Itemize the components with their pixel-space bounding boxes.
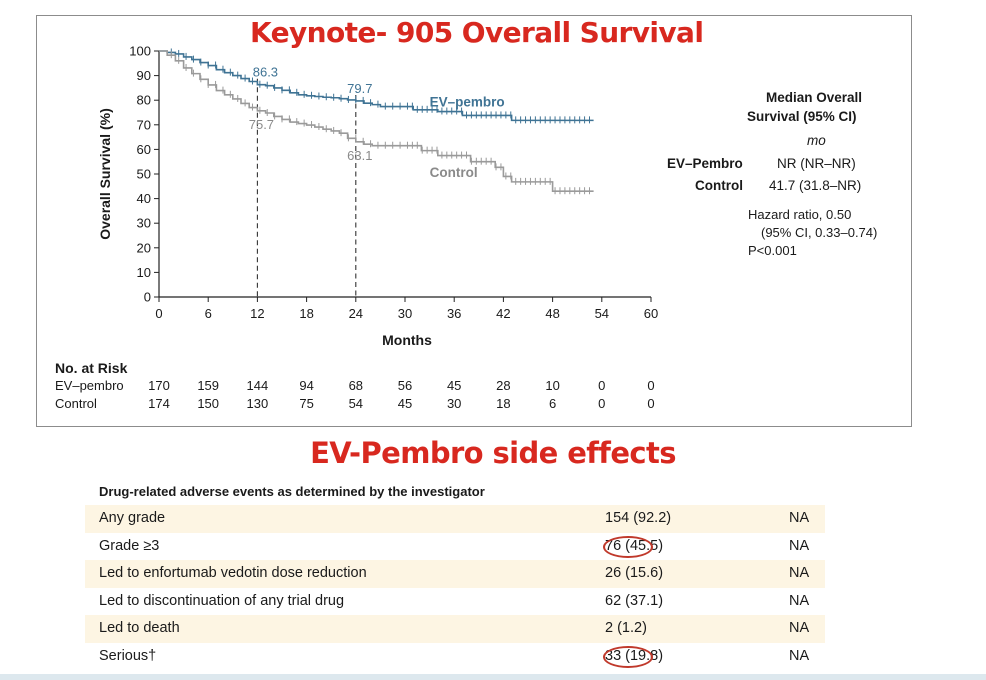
risk-row-label-control: Control	[55, 396, 97, 411]
data-label: 75.7	[249, 117, 274, 132]
x-tick-label: 60	[644, 306, 658, 321]
row-label: Serious†	[99, 648, 157, 664]
row-label: Grade ≥3	[99, 537, 160, 554]
risk-value: 54	[348, 396, 364, 411]
median-row-label-control: Control	[695, 178, 743, 193]
chart-series	[159, 48, 594, 195]
risk-table-title: No. at Risk	[55, 360, 128, 376]
row-comparator: NA	[789, 648, 810, 664]
adverse-events-header: Drug-related adverse events as determine…	[99, 484, 485, 499]
row-label: Any grade	[99, 510, 166, 526]
y-axis-label: Overall Survival (%)	[97, 108, 113, 240]
risk-value: 0	[647, 396, 655, 411]
risk-row-label-ev: EV–pembro	[55, 378, 124, 393]
risk-value: 0	[598, 396, 606, 411]
risk-value: 56	[397, 378, 413, 393]
row-label: Led to discontinuation of any trial drug	[99, 592, 345, 609]
median-unit: mo	[807, 133, 826, 148]
bottom-band	[0, 674, 986, 680]
risk-value: 94	[299, 378, 314, 393]
row-value: 26 (15.6)	[605, 565, 664, 582]
risk-value: 150	[197, 396, 220, 411]
table-row: Led to enfortumab vedotin dose reduction…	[85, 560, 825, 588]
x-tick-label: 6	[205, 306, 212, 321]
risk-value: 159	[197, 378, 220, 393]
risk-value: 45	[446, 378, 462, 393]
row-comparator: NA	[789, 565, 810, 582]
x-tick-label: 18	[299, 306, 313, 321]
risk-value: 28	[496, 378, 511, 393]
y-tick-label: 50	[137, 167, 151, 182]
row-comparator: NA	[789, 620, 810, 637]
chart-title: Keynote- 905 Overall Survival	[250, 16, 704, 49]
y-tick-label: 20	[137, 240, 151, 255]
survival-chart-panel: 0 10 20 30 40 50 60 70 80 90 100 0 6 12 18 24 30 36 42 48 54…	[36, 15, 912, 427]
risk-value: 45	[397, 396, 413, 411]
risk-value: 10	[545, 378, 560, 393]
table-row: Serious† 33 (19.8) NA	[85, 643, 825, 671]
table-row: Led to discontinuation of any trial drug…	[85, 588, 825, 616]
median-row-value-control: 41.7 (31.8–NR)	[769, 178, 862, 193]
data-label: 79.7	[347, 81, 372, 96]
x-tick-label: 30	[398, 306, 412, 321]
median-row-label-ev: EV–Pembro	[667, 156, 743, 171]
y-tick-label: 90	[137, 68, 151, 83]
data-label: 86.3	[253, 65, 278, 80]
x-tick-label: 36	[447, 306, 461, 321]
risk-value: 174	[148, 396, 170, 411]
row-comparator: NA	[789, 592, 810, 609]
row-value: 62 (37.1)	[605, 592, 664, 609]
ev-pembro-curve	[159, 50, 594, 122]
kaplan-meier-chart: 0 10 20 30 40 50 60 70 80 90 100 0 6 12 18 24 30 36 42 48 54…	[97, 44, 658, 349]
table-row: Grade ≥3 76 (45.5) NA	[85, 533, 825, 561]
y-tick-label: 40	[137, 191, 151, 206]
y-tick-label: 10	[137, 265, 151, 280]
chart-axes	[154, 50, 652, 302]
median-title-line1: Median Overall	[766, 90, 863, 105]
highlight-circle	[603, 535, 653, 558]
risk-value: 6	[548, 396, 557, 411]
risk-value: 75	[299, 396, 314, 411]
risk-value: 144	[246, 378, 269, 393]
risk-value: 0	[598, 378, 606, 393]
series-label-control: Control	[430, 165, 478, 180]
x-tick-label: 54	[595, 306, 609, 321]
y-tick-label: 100	[129, 44, 151, 59]
hazard-ratio: Hazard ratio, 0.50	[748, 207, 852, 222]
y-tick-label: 70	[137, 117, 151, 132]
x-tick-label: 12	[250, 306, 264, 321]
row-value: 154 (92.2)	[605, 510, 672, 526]
p-value: P<0.001	[748, 243, 797, 258]
risk-value: 18	[496, 396, 511, 411]
table-row: Led to death 2 (1.2) NA	[85, 615, 825, 643]
highlight-circle	[603, 646, 653, 668]
row-label: Led to death	[99, 620, 180, 637]
side-effects-title: EV-Pembro side effects	[310, 436, 676, 470]
chart-labels: 0 10 20 30 40 50 60 70 80 90 100 0 6 12 18 24 30 36 42 48 54…	[97, 44, 658, 349]
data-label: 63.1	[347, 148, 372, 163]
y-tick-label: 0	[144, 290, 151, 305]
table-row: Any grade 154 (92.2) NA	[85, 505, 825, 533]
x-tick-label: 48	[545, 306, 559, 321]
risk-value: 130	[246, 396, 269, 411]
row-label: Led to enfortumab vedotin dose reduction	[99, 565, 367, 582]
x-tick-label: 42	[496, 306, 510, 321]
x-tick-label: 24	[349, 306, 363, 321]
risk-value: 170	[148, 378, 170, 393]
x-axis-label: Months	[382, 332, 432, 348]
hazard-ratio-ci: (95% CI, 0.33–0.74)	[761, 225, 878, 240]
y-tick-label: 30	[137, 216, 151, 231]
risk-value: 0	[647, 378, 655, 393]
series-label-ev-pembro: EV–pembro	[430, 95, 505, 110]
y-tick-label: 60	[137, 142, 151, 157]
row-value: 2 (1.2)	[605, 620, 647, 637]
risk-value: 30	[446, 396, 462, 411]
risk-value: 68	[348, 378, 364, 393]
median-row-value-ev: NR (NR–NR)	[777, 156, 856, 171]
row-comparator: NA	[789, 537, 810, 554]
x-tick-label: 0	[155, 306, 162, 321]
row-comparator: NA	[789, 510, 810, 526]
median-title-line2: Survival (95% CI)	[747, 109, 857, 124]
y-tick-label: 80	[137, 93, 151, 108]
